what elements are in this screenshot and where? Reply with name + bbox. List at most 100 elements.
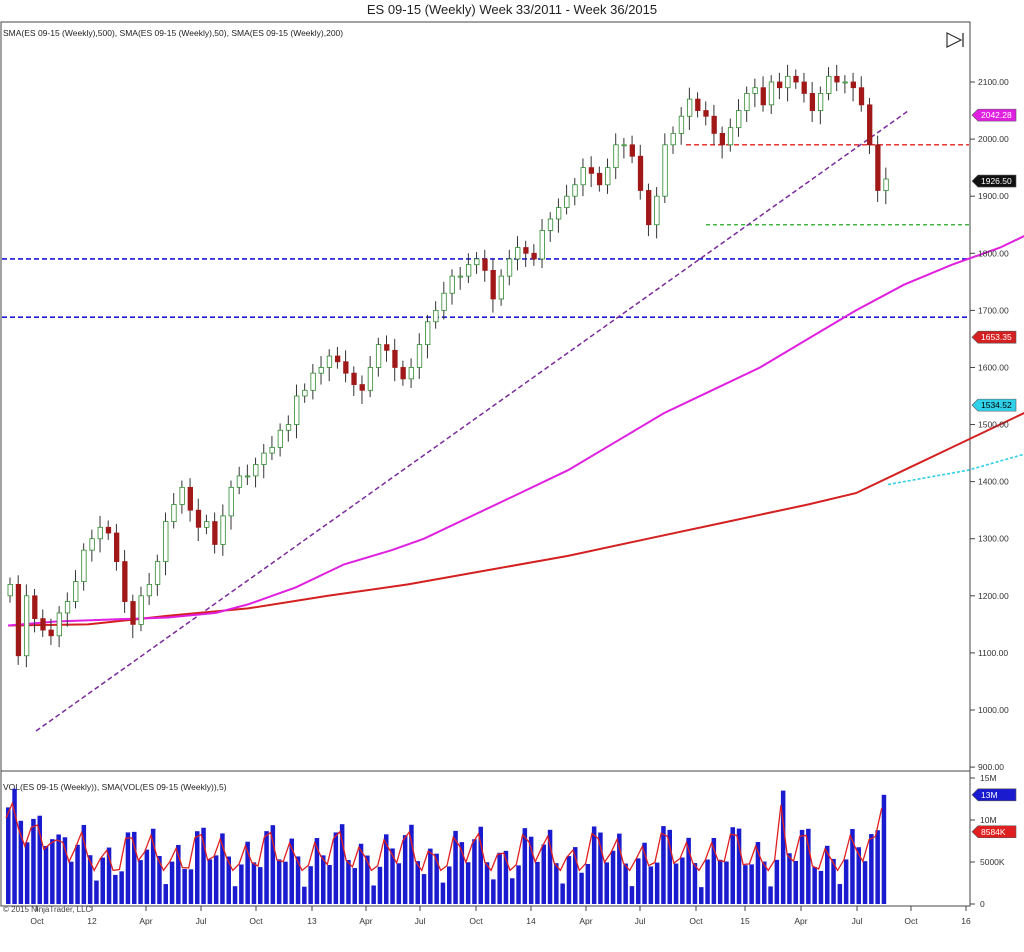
volume-bar bbox=[837, 884, 843, 904]
candle-body bbox=[482, 258, 488, 271]
volume-bar bbox=[421, 874, 427, 904]
candle-body bbox=[261, 452, 267, 465]
candle-body bbox=[531, 252, 537, 260]
volume-current-tag-bg bbox=[971, 788, 1017, 802]
candle-body bbox=[23, 595, 30, 657]
volume-sma-tag-bg bbox=[971, 825, 1017, 839]
candle-body bbox=[318, 367, 324, 374]
volume-bar bbox=[843, 859, 849, 904]
candle-body bbox=[105, 526, 112, 534]
volume-bar bbox=[825, 845, 830, 904]
volume-bar bbox=[346, 860, 351, 904]
sma50-value-tag-bg bbox=[971, 108, 1017, 122]
volume-bar bbox=[125, 832, 131, 904]
candle-body bbox=[408, 367, 414, 380]
candle-body bbox=[777, 81, 783, 89]
volume-bar bbox=[31, 818, 36, 904]
x-tick-label: Oct bbox=[30, 916, 44, 926]
volume-bar bbox=[239, 864, 244, 904]
volume-bar bbox=[636, 858, 641, 904]
candle-body bbox=[842, 81, 848, 84]
candle-body bbox=[400, 367, 406, 380]
volume-bar bbox=[793, 860, 798, 904]
volume-bar bbox=[24, 842, 30, 904]
volume-bar bbox=[831, 858, 836, 904]
volume-bar bbox=[371, 885, 376, 904]
candle-body bbox=[343, 361, 349, 374]
volume-bar bbox=[881, 794, 887, 904]
volume-bar bbox=[201, 827, 206, 904]
y-tick-label: 1300.00 bbox=[978, 534, 1009, 544]
volume-bar bbox=[535, 861, 540, 904]
volume-bar bbox=[560, 883, 565, 904]
candle-body bbox=[474, 258, 480, 266]
x-tick-label: Apr bbox=[794, 916, 807, 926]
volume-bar bbox=[711, 838, 717, 904]
volume-bar bbox=[308, 866, 313, 904]
sma500-value-tag: 1534.52 bbox=[981, 400, 1012, 410]
volume-bar bbox=[295, 856, 301, 904]
volume-bar bbox=[213, 855, 219, 904]
x-tick-label: Jul bbox=[635, 916, 646, 926]
y-tick-label: 2000.00 bbox=[978, 134, 1009, 144]
volume-bar bbox=[339, 824, 345, 904]
candle-body bbox=[449, 275, 455, 294]
volume-bar bbox=[377, 866, 383, 904]
volume-bar bbox=[762, 861, 767, 904]
volume-bar bbox=[245, 841, 250, 904]
x-tick-label: Apr bbox=[579, 916, 592, 926]
candle-body bbox=[637, 155, 644, 191]
volume-bar bbox=[491, 879, 496, 904]
volume-bar bbox=[169, 861, 175, 904]
volume-bar bbox=[195, 831, 200, 904]
volume-bar bbox=[850, 829, 855, 904]
candle-body bbox=[326, 355, 333, 368]
volume-bar bbox=[528, 836, 534, 904]
candle-body bbox=[375, 344, 382, 368]
volume-bar bbox=[654, 862, 660, 904]
y-tick-label: 1200.00 bbox=[978, 591, 1009, 601]
candle-body bbox=[195, 509, 202, 528]
candle-body bbox=[834, 75, 840, 83]
x-tick-label: Jul bbox=[196, 916, 207, 926]
volume-bar bbox=[207, 859, 213, 904]
candle-body bbox=[662, 144, 668, 197]
volume-bar bbox=[875, 830, 880, 904]
candle-body bbox=[187, 486, 193, 511]
volume-bar bbox=[787, 853, 792, 904]
candle-body bbox=[817, 93, 824, 111]
volume-bar bbox=[692, 863, 698, 904]
candle-body bbox=[384, 344, 390, 351]
x-tick-label: Oct bbox=[904, 916, 918, 926]
candle-body bbox=[294, 395, 300, 425]
indicator-label: SMA(ES 09-15 (Weekly),500), SMA(ES 09-15… bbox=[3, 28, 344, 38]
volume-bar bbox=[264, 831, 269, 904]
volume-bar bbox=[717, 859, 723, 904]
volume-bar bbox=[573, 847, 578, 904]
candle-body bbox=[310, 372, 316, 391]
x-tick-label: 13 bbox=[307, 916, 317, 926]
volume-bar bbox=[87, 855, 93, 904]
volume-bar bbox=[81, 824, 87, 904]
candle-body bbox=[351, 372, 357, 385]
sma50-value-tag: 2042.28 bbox=[981, 110, 1012, 120]
volume-bar bbox=[743, 865, 748, 904]
candle-body bbox=[179, 486, 185, 505]
candle-body bbox=[826, 75, 832, 94]
volume-bar bbox=[642, 842, 647, 904]
y-tick-label: 1500.00 bbox=[978, 420, 1009, 430]
volume-bar bbox=[94, 880, 99, 904]
x-tick-label: 12 bbox=[87, 916, 97, 926]
candle-body bbox=[416, 344, 423, 368]
volume-bar bbox=[132, 831, 137, 904]
trendline bbox=[35, 110, 909, 732]
candle-body bbox=[302, 389, 308, 397]
candle-body bbox=[523, 247, 529, 254]
volume-bar bbox=[390, 848, 395, 904]
volume-bar bbox=[163, 884, 168, 904]
candle-body bbox=[433, 309, 439, 323]
volume-bar bbox=[522, 828, 528, 904]
candle-body bbox=[711, 115, 717, 134]
scroll-end-icon[interactable] bbox=[946, 32, 964, 48]
candle-body bbox=[285, 424, 292, 431]
